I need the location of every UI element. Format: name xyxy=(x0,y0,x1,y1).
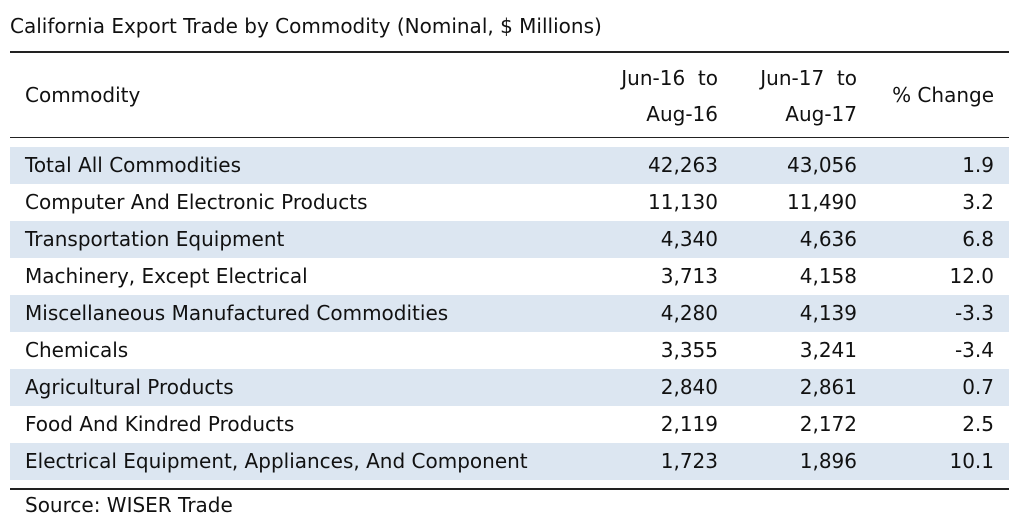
row-value-2017: 43,056 xyxy=(787,153,857,177)
row-commodity: Transportation Equipment xyxy=(25,227,285,251)
row-commodity: Computer And Electronic Products xyxy=(25,190,368,214)
table-title: California Export Trade by Commodity (No… xyxy=(10,14,602,38)
top-rule xyxy=(10,51,1009,53)
table-row: Miscellaneous Manufactured Commodities 4,… xyxy=(10,295,1009,332)
row-commodity: Electrical Equipment, Appliances, And Co… xyxy=(25,449,528,473)
header-period-2016: Jun-16 to Aug-16 xyxy=(588,60,718,132)
row-percent-change: 3.2 xyxy=(962,190,994,214)
row-percent-change: 6.8 xyxy=(962,227,994,251)
header-rule xyxy=(10,137,1009,138)
row-value-2016: 3,355 xyxy=(660,338,718,362)
row-commodity: Agricultural Products xyxy=(25,375,234,399)
row-percent-change: -3.4 xyxy=(954,338,994,362)
bottom-rule xyxy=(10,488,1009,490)
row-value-2017: 2,861 xyxy=(799,375,857,399)
row-percent-change: 12.0 xyxy=(949,264,994,288)
header-commodity: Commodity xyxy=(25,83,141,107)
row-commodity: Total All Commodities xyxy=(25,153,241,177)
row-commodity: Chemicals xyxy=(25,338,129,362)
row-value-2016: 4,280 xyxy=(660,301,718,325)
table-row: Computer And Electronic Products 11,130 11… xyxy=(10,184,1009,221)
row-value-2017: 2,172 xyxy=(799,412,857,436)
table-row: Electrical Equipment, Appliances, And Co… xyxy=(10,443,1009,480)
header-period-2017-line2: Aug-17 xyxy=(785,102,857,126)
table-row: Transportation Equipment 4,340 4,636 6.8 xyxy=(10,221,1009,258)
source-note: Source: WISER Trade xyxy=(25,493,233,517)
row-value-2017: 4,636 xyxy=(799,227,857,251)
row-commodity: Machinery, Except Electrical xyxy=(25,264,308,288)
header-period-2016-line2: Aug-16 xyxy=(646,102,718,126)
header-period-2016-line1: Jun-16 to xyxy=(621,66,718,90)
row-value-2016: 4,340 xyxy=(660,227,718,251)
row-value-2017: 4,158 xyxy=(799,264,857,288)
row-percent-change: 10.1 xyxy=(949,449,994,473)
row-percent-change: 1.9 xyxy=(962,153,994,177)
row-percent-change: 2.5 xyxy=(962,412,994,436)
row-value-2017: 3,241 xyxy=(799,338,857,362)
row-value-2017: 11,490 xyxy=(787,190,857,214)
row-value-2016: 11,130 xyxy=(648,190,718,214)
header-period-2017-line1: Jun-17 to xyxy=(760,66,857,90)
table-row: Machinery, Except Electrical 3,713 4,158 12… xyxy=(10,258,1009,295)
row-value-2017: 4,139 xyxy=(799,301,857,325)
table-row: Total All Commodities 42,263 43,056 1.9 xyxy=(10,147,1009,184)
header-period-2017: Jun-17 to Aug-17 xyxy=(727,60,857,132)
row-commodity: Miscellaneous Manufactured Commodities xyxy=(25,301,449,325)
table-row: Food And Kindred Products 2,119 2,172 2.5 xyxy=(10,406,1009,443)
table-body: Total All Commodities 42,263 43,056 1.9 Comp… xyxy=(10,147,1009,480)
header-percent-change: % Change xyxy=(892,83,994,107)
row-value-2016: 1,723 xyxy=(660,449,718,473)
row-value-2016: 42,263 xyxy=(648,153,718,177)
row-value-2016: 2,119 xyxy=(660,412,718,436)
row-commodity: Food And Kindred Products xyxy=(25,412,295,436)
table-row: Chemicals 3,355 3,241 -3.4 xyxy=(10,332,1009,369)
row-value-2016: 3,713 xyxy=(660,264,718,288)
row-value-2016: 2,840 xyxy=(660,375,718,399)
table-row: Agricultural Products 2,840 2,861 0.7 xyxy=(10,369,1009,406)
row-percent-change: 0.7 xyxy=(962,375,994,399)
row-percent-change: -3.3 xyxy=(954,301,994,325)
row-value-2017: 1,896 xyxy=(799,449,857,473)
